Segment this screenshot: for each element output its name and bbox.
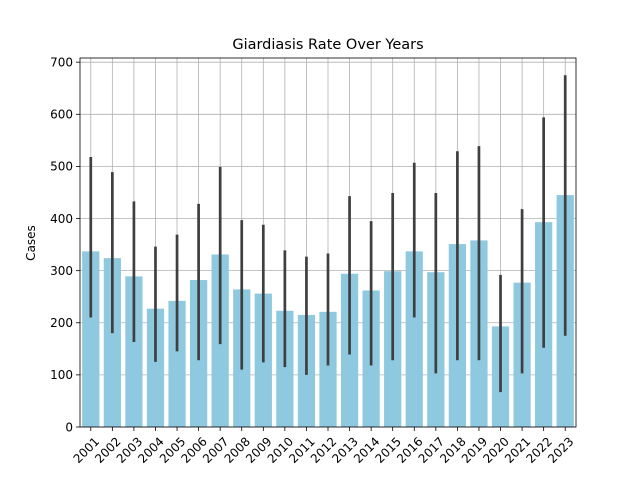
y-tick-label: 300 <box>50 264 73 278</box>
bar-2003 <box>125 276 143 427</box>
bar-2010 <box>276 310 294 427</box>
bar-2005 <box>168 300 186 427</box>
y-tick-label: 700 <box>50 55 73 69</box>
bar-2001 <box>82 251 100 427</box>
bar-2016 <box>405 251 423 427</box>
bar-2012 <box>319 311 337 427</box>
y-tick-label: 600 <box>50 108 73 122</box>
bar-2004 <box>146 308 165 427</box>
y-tick-label: 200 <box>50 316 73 330</box>
x-ticks: 2001200220032004200520062007200820092010… <box>71 427 577 466</box>
chart-title: Giardiasis Rate Over Years <box>232 37 423 53</box>
y-tick-label: 500 <box>50 160 73 174</box>
y-tick-label: 100 <box>50 368 73 382</box>
bar-2002 <box>103 258 121 427</box>
y-tick-label: 0 <box>65 420 73 434</box>
error-bars <box>89 75 567 393</box>
y-tick-label: 400 <box>50 212 73 226</box>
bars <box>82 195 574 427</box>
y-ticks: 0 100 200 300 400 500 600 700 <box>50 55 80 434</box>
y-axis-label: Cases <box>24 225 38 261</box>
